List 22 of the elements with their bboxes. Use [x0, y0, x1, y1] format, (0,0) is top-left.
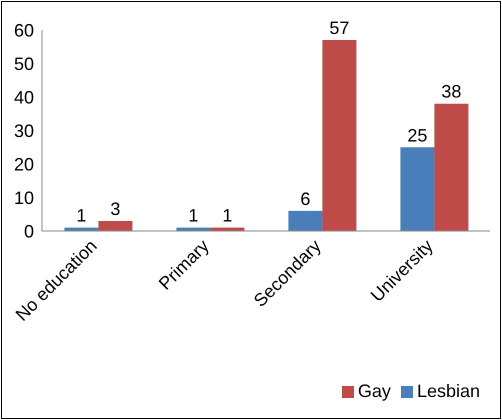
legend-label: Lesbian [416, 381, 480, 401]
y-tick-label: 20 [14, 154, 34, 174]
data-label: 57 [329, 18, 350, 38]
data-label: 1 [222, 206, 232, 226]
y-tick-label: 10 [14, 188, 34, 208]
data-label: 38 [441, 82, 462, 102]
y-tick-label: 30 [14, 120, 34, 141]
y-tick-label: 50 [14, 54, 34, 74]
y-tick-label: 60 [14, 20, 34, 40]
bar [400, 147, 434, 231]
data-label: 1 [76, 206, 86, 226]
data-label: 1 [188, 206, 198, 226]
data-label: 3 [110, 198, 120, 219]
data-label: 6 [300, 188, 310, 209]
data-label: 25 [407, 125, 428, 146]
bar [288, 210, 322, 231]
bar [434, 104, 468, 231]
y-tick-label: 40 [14, 87, 34, 108]
bar [98, 220, 132, 231]
bar [322, 40, 356, 231]
y-tick-label: 0 [24, 221, 34, 242]
legend-label: Gay [358, 381, 391, 401]
